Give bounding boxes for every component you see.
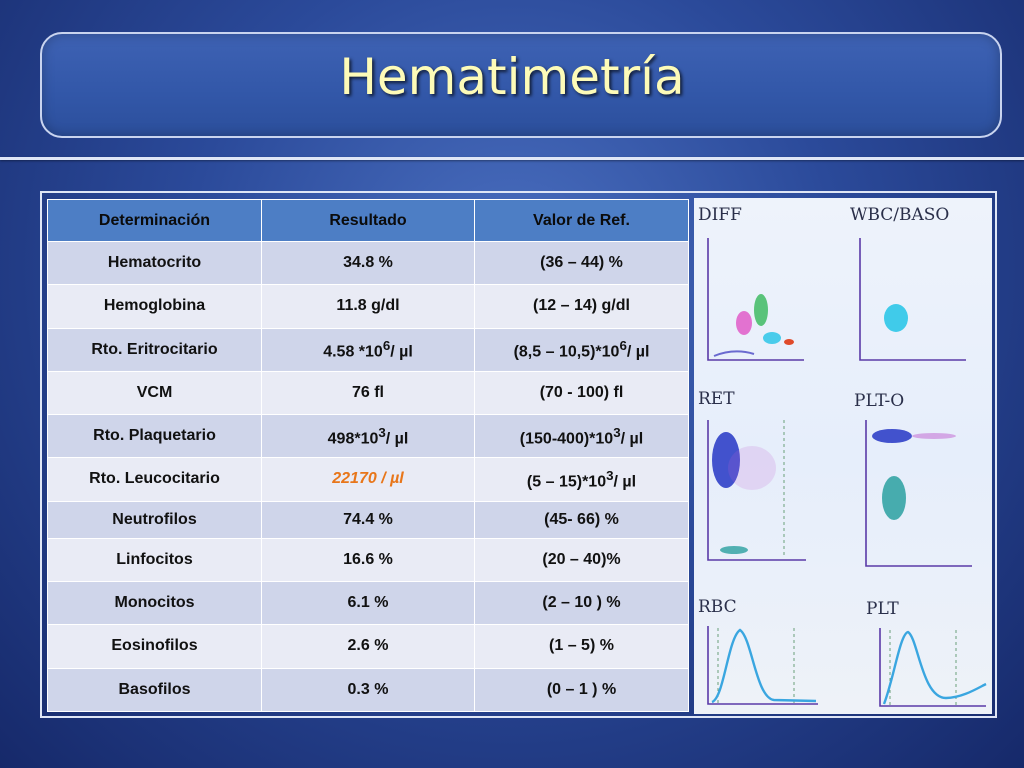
table-row: Hemoglobina 11.8 g/dl (12 – 14) g/dl [47,284,689,329]
row-name: Rto. Plaquetario [47,414,262,459]
diff-cluster-green [754,294,768,326]
rbc-histogram-curve [711,628,817,704]
row-ref: (150-400)*103/ µl [474,414,689,459]
row-ref: (0 – 1 ) % [474,667,689,713]
ref-exponent: 3 [606,467,614,483]
header-determinacion: Determinación [47,199,262,242]
ref-tail: / µl [626,343,650,361]
row-name: VCM [47,370,262,416]
ref-tail: / µl [613,473,637,491]
hematimetry-table: Determinación Resultado Valor de Ref. He… [47,199,689,713]
table-row: Hematocrito 34.8 % (36 – 44) % [47,240,689,286]
scattergram-drawing: DIFF WBC/BASO RET PLT-O RBC PLT [698,205,987,707]
rbc-label: RBC [698,597,737,617]
row-ref: (5 – 15)*103/ µl [474,457,689,502]
ret-axes [707,420,806,561]
row-ref: (12 – 14) g/dl [474,284,689,329]
table-row: Eosinofilos 2.6 % (1 – 5) % [47,624,689,669]
row-result: 6.1 % [261,581,475,626]
row-ref: (8,5 – 10,5)*106/ µl [474,327,689,372]
ref-exponent: 6 [619,338,627,353]
diff-cluster-pink [736,311,752,335]
table-row: Neutrofilos 74.4 % (45- 66) % [47,500,689,539]
diff-label: DIFF [698,205,742,225]
plt-label: PLT [866,599,899,619]
ref-base: (5 – 15)*10 [526,473,607,491]
wbc-cluster [884,304,908,332]
wbc-baso-label: WBC/BASO [850,205,949,225]
diff-axes [707,238,804,361]
table-row: Monocitos 6.1 % (2 – 10 ) % [47,581,689,626]
ref-base: (8,5 – 10,5)*10 [513,343,620,361]
row-name: Rto. Leucocitario [47,457,262,502]
row-name: Eosinofilos [47,624,262,669]
header-resultado: Resultado [261,199,475,242]
row-result: 498*103/ µl [261,414,475,459]
plt-o-cluster-magenta [912,433,956,439]
row-result: 2.6 % [261,624,475,669]
row-name: Neutrofilos [47,500,262,539]
ref-exponent: 3 [613,424,621,440]
rbc-axes [707,626,818,705]
row-result: 16.6 % [261,537,475,583]
plt-o-cluster-blue [872,429,912,443]
ret-label: RET [698,389,735,409]
table-row: Linfocitos 16.6 % (20 – 40)% [47,537,689,583]
row-name: Linfocitos [47,537,262,583]
result-tail: / µl [385,429,409,447]
result-base: 4.58 *10 [323,343,383,361]
plt-o-axes [865,420,972,567]
ret-cluster-magenta [728,446,776,490]
table-row: Rto. Eritrocitario 4.58 *106/ µl (8,5 – … [47,327,689,372]
ret-cluster-teal [720,546,748,554]
wbc-baso-axes [859,238,966,361]
highlighted-result: 22170 / µl [332,470,404,488]
ret-cluster-blue [712,432,740,488]
row-result: 76 fl [261,370,475,416]
content-frame [40,191,997,718]
row-result: 34.8 % [261,240,475,286]
row-name: Basofilos [47,667,262,713]
result-exponent: 6 [382,338,391,353]
table-row: Basofilos 0.3 % (0 – 1 ) % [47,667,689,713]
slide-title: Hematimetría [339,48,685,106]
diff-cluster-red [784,339,794,345]
row-result: 22170 / µl [261,457,475,502]
scattergram-photo: DIFF WBC/BASO RET PLT-O RBC PLT [694,198,992,714]
diff-ghost-trace [713,350,755,357]
divider-line [0,157,1024,160]
row-ref: (36 – 44) % [474,240,689,286]
table-row: VCM 76 fl (70 - 100) fl [47,370,689,416]
table-header-row: Determinación Resultado Valor de Ref. [47,199,689,242]
row-result: 74.4 % [261,500,475,539]
plt-histogram-curve [882,630,987,705]
plt-o-cluster-teal [882,476,906,520]
row-ref: (1 – 5) % [474,624,689,669]
row-name: Rto. Eritrocitario [47,327,262,372]
row-ref: (20 – 40)% [474,537,689,583]
row-result: 11.8 g/dl [261,284,475,329]
row-ref: (45- 66) % [474,500,689,539]
diff-cluster-cyan [763,332,781,344]
row-result: 4.58 *106/ µl [261,327,475,372]
ref-base: (150-400)*10 [519,429,614,447]
row-ref: (2 – 10 ) % [474,581,689,626]
result-tail: / µl [390,343,413,361]
row-name: Monocitos [47,581,262,626]
result-exponent: 3 [378,424,386,440]
plt-o-label: PLT-O [854,391,904,411]
header-valor-ref: Valor de Ref. [474,199,689,242]
title-box [40,32,1002,138]
row-result: 0.3 % [261,667,475,713]
table-row: Rto. Leucocitario 22170 / µl (5 – 15)*10… [47,457,689,502]
plt-axes [879,628,986,707]
row-name: Hematocrito [47,240,262,286]
ref-tail: / µl [620,429,644,447]
result-base: 498*10 [327,429,379,447]
table-row: Rto. Plaquetario 498*103/ µl (150-400)*1… [47,414,689,459]
row-ref: (70 - 100) fl [474,370,689,416]
row-name: Hemoglobina [47,284,262,329]
